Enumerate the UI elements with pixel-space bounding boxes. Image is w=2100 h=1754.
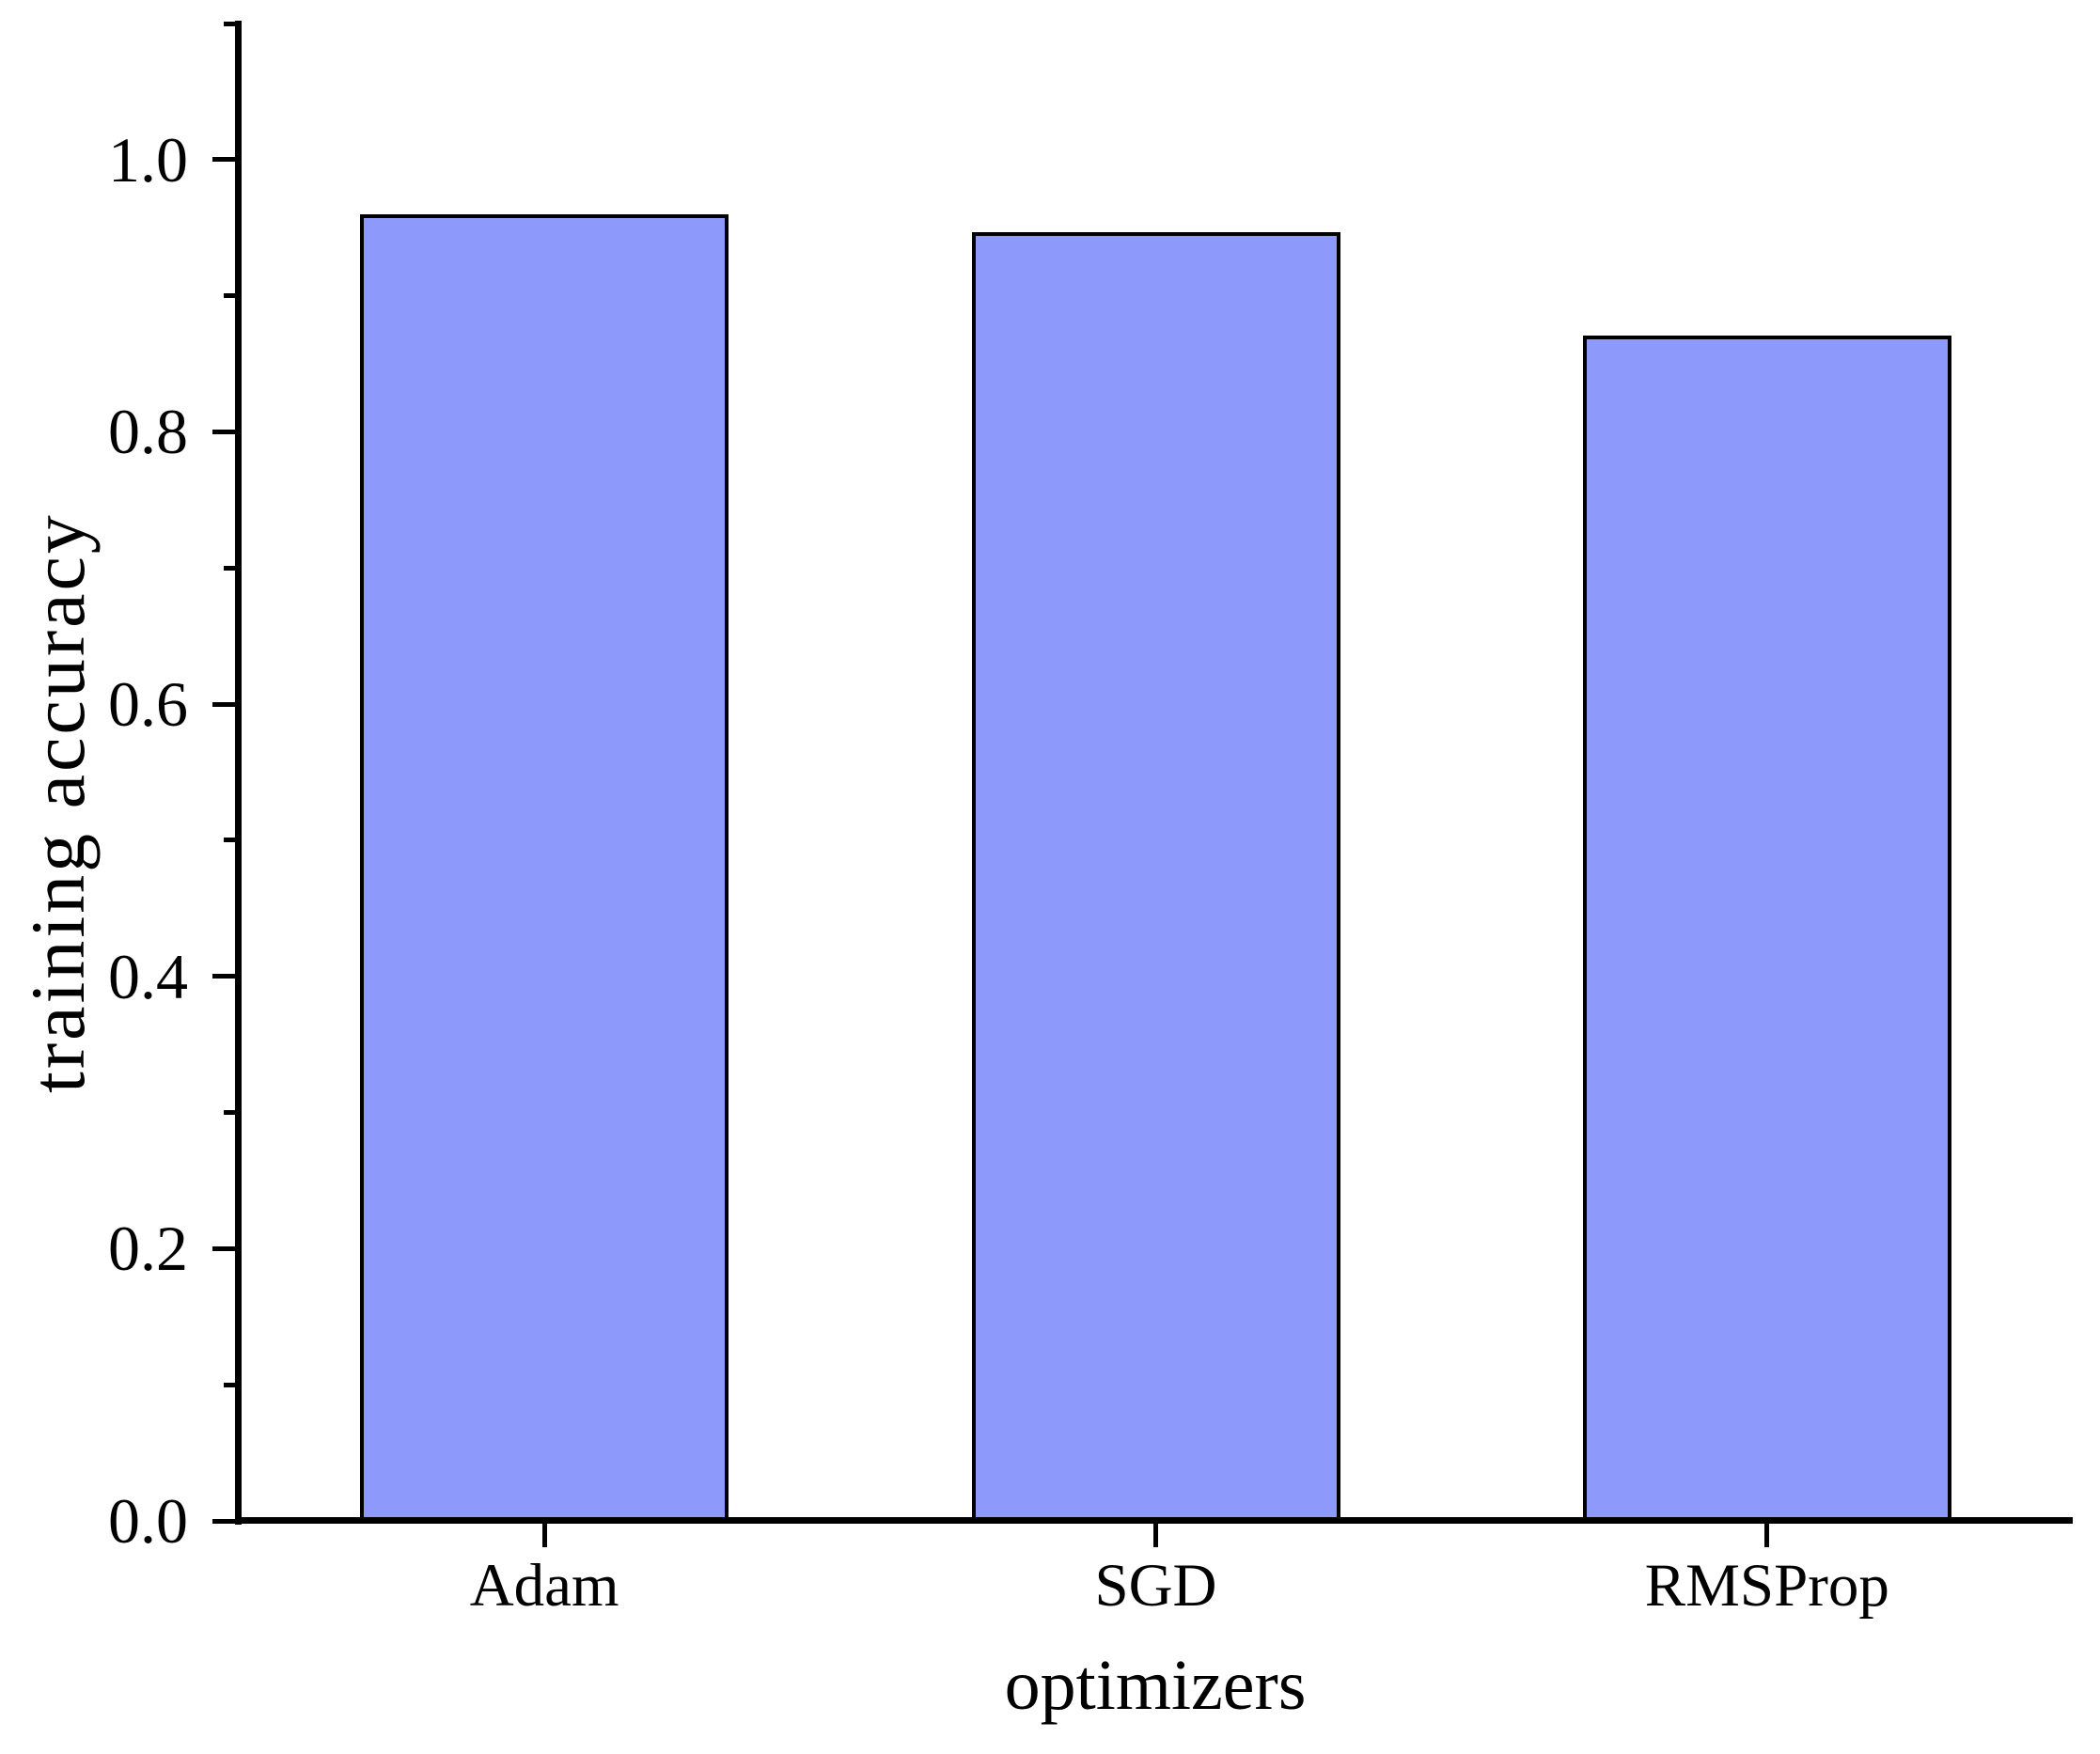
bar-rmsprop [1582, 335, 1951, 1521]
x-axis-line [235, 1517, 2073, 1524]
y-major-tick [212, 429, 239, 434]
y-major-tick [212, 157, 239, 163]
y-axis-line [235, 21, 242, 1525]
y-axis-title: training accuracy [15, 512, 101, 1093]
y-tick-label: 0.8 [108, 396, 188, 468]
x-axis-title: optimizers [1004, 1646, 1307, 1725]
y-tick-label: 0.0 [108, 1485, 188, 1557]
x-tick [541, 1521, 547, 1547]
y-minor-tick [224, 1110, 239, 1116]
bar-sgd [971, 231, 1340, 1521]
x-category-label: RMSProp [1644, 1552, 1889, 1620]
x-category-label: SGD [1094, 1552, 1217, 1620]
y-minor-tick [224, 565, 239, 571]
y-tick-label: 1.0 [108, 123, 188, 196]
y-tick-label: 0.4 [108, 940, 188, 1012]
x-tick [1153, 1521, 1158, 1547]
y-major-tick [212, 1518, 239, 1524]
y-minor-tick [224, 21, 239, 26]
x-category-label: Adam [469, 1552, 619, 1620]
bar-adam [360, 213, 729, 1521]
y-major-tick [212, 701, 239, 707]
y-minor-tick [224, 293, 239, 299]
x-tick [1764, 1521, 1770, 1547]
y-minor-tick [224, 838, 239, 843]
y-minor-tick [224, 1382, 239, 1387]
y-tick-label: 0.2 [108, 1213, 188, 1285]
y-major-tick [212, 974, 239, 979]
y-major-tick [212, 1245, 239, 1251]
y-tick-label: 0.6 [108, 668, 188, 741]
